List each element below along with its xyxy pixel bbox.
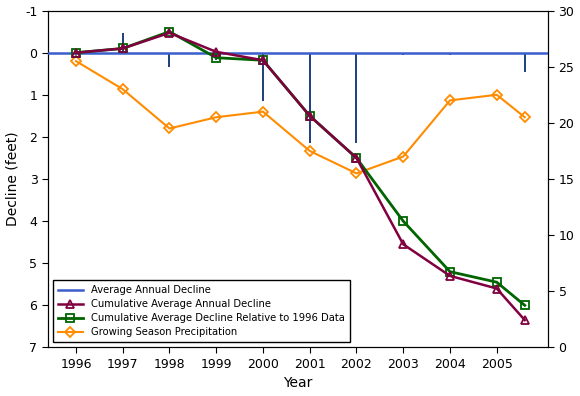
Cumulative Average Decline Relative to 1996 Data (213, 55, 220, 60)
Y-axis label: Decline (feet): Decline (feet) (6, 132, 20, 227)
Cumulative Average Annual Decline (119, 46, 126, 51)
Cumulative Average Decline Relative to 1996 Data (521, 303, 528, 308)
Cumulative Average Decline Relative to 1996 Data (493, 280, 500, 285)
Cumulative Average Decline Relative to 1996 Data (72, 50, 79, 55)
Line: Growing Season Precipitation: Growing Season Precipitation (72, 57, 528, 177)
Growing Season Precipitation (353, 171, 360, 176)
Growing Season Precipitation (166, 126, 173, 131)
Cumulative Average Decline Relative to 1996 Data (447, 269, 454, 274)
Cumulative Average Decline Relative to 1996 Data (166, 29, 173, 34)
Cumulative Average Decline Relative to 1996 Data (400, 219, 407, 223)
Growing Season Precipitation (400, 154, 407, 159)
Cumulative Average Decline Relative to 1996 Data (119, 46, 126, 51)
Cumulative Average Annual Decline (521, 318, 528, 322)
Growing Season Precipitation (72, 59, 79, 63)
Growing Season Precipitation (306, 148, 313, 153)
Cumulative Average Annual Decline (447, 274, 454, 278)
Cumulative Average Annual Decline (166, 30, 173, 35)
Cumulative Average Annual Decline (353, 156, 360, 160)
Cumulative Average Annual Decline (493, 286, 500, 291)
Growing Season Precipitation (521, 115, 528, 120)
Cumulative Average Annual Decline (400, 242, 407, 247)
Legend: Average Annual Decline, Cumulative Average Annual Decline, Cumulative Average De: Average Annual Decline, Cumulative Avera… (53, 280, 350, 343)
X-axis label: Year: Year (284, 377, 313, 390)
Line: Cumulative Average Decline Relative to 1996 Data: Cumulative Average Decline Relative to 1… (72, 28, 528, 309)
Growing Season Precipitation (259, 109, 266, 114)
Growing Season Precipitation (493, 92, 500, 97)
Line: Cumulative Average Annual Decline: Cumulative Average Annual Decline (72, 29, 528, 324)
Cumulative Average Annual Decline (213, 50, 220, 54)
Cumulative Average Decline Relative to 1996 Data (353, 156, 360, 160)
Cumulative Average Decline Relative to 1996 Data (306, 114, 313, 118)
Cumulative Average Decline Relative to 1996 Data (259, 58, 266, 63)
Growing Season Precipitation (447, 98, 454, 103)
Cumulative Average Annual Decline (306, 114, 313, 118)
Cumulative Average Annual Decline (72, 50, 79, 55)
Cumulative Average Annual Decline (259, 58, 266, 63)
Growing Season Precipitation (119, 87, 126, 91)
Growing Season Precipitation (213, 115, 220, 120)
